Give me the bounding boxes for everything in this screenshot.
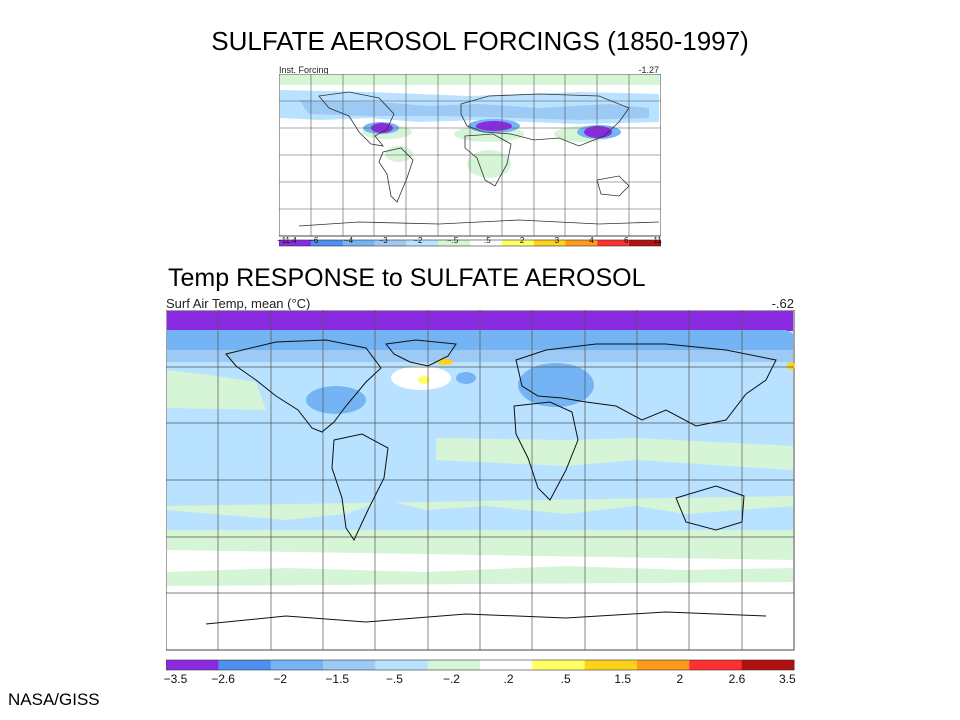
colorbar-tick-label: 6 [624, 236, 629, 245]
colorbar-swatch [532, 660, 586, 670]
colorbar-tick-label: −1.5 [325, 672, 350, 686]
colorbar-swatch [584, 660, 638, 670]
colorbar-tick-label: 4 [589, 236, 594, 245]
colorbar-tick-label: .5 [484, 236, 491, 245]
colorbar-swatch [741, 660, 795, 670]
colorbar-swatch [166, 660, 219, 670]
colorbar-tick-label: −4 [343, 236, 354, 245]
forcing-colorbar [279, 239, 661, 247]
forcing-colorbar-ticks: −11.4 −6 −4 −3 −2 −.5 .5 2 3 4 6 11 [277, 236, 662, 248]
colorbar-tick-label: −2 [413, 236, 423, 245]
credit-label: NASA/GISS [8, 690, 100, 709]
colorbar-tick-label: 11 [653, 236, 662, 245]
colorbar-swatch [323, 660, 376, 670]
temperature-map-canvas [166, 310, 795, 671]
colorbar-tick-label: .2 [503, 672, 514, 686]
colorbar-tick-label: −11.4 [277, 236, 297, 245]
colorbar-tick-label: −.2 [442, 672, 460, 686]
colorbar-swatch [438, 240, 471, 246]
temperature-map: Surf Air Temp, mean (°C) -.62 [163, 296, 796, 688]
colorbar-tick-label: −3 [378, 236, 388, 245]
colorbar-tick-label: 3 [554, 236, 560, 245]
colorbar-swatch [637, 660, 690, 670]
colorbar-swatch [480, 660, 533, 670]
forcing-map-global-mean: -1.27 [638, 65, 659, 75]
colorbar-swatch [533, 240, 566, 246]
colorbar-tick-label: 3.5 [778, 672, 796, 686]
colorbar-swatch [470, 240, 503, 246]
colorbar-swatch [597, 240, 630, 246]
colorbar-swatch [501, 240, 535, 246]
temperature-map-label: Surf Air Temp, mean (°C) [166, 296, 311, 311]
colorbar-swatch [279, 240, 312, 246]
temperature-colorbar [166, 659, 795, 671]
colorbar-swatch [689, 660, 743, 670]
colorbar-swatch [310, 240, 344, 246]
temperature-colorbar-ticks: −3.5 −2.6 −2 −1.5 −.5 −.2 .2 .5 1.5 2 2.6 3.5 [163, 672, 796, 688]
colorbar-swatch [218, 660, 272, 670]
colorbar-tick-label: 2 [519, 236, 525, 245]
slide-title-temp-response: Temp RESPONSE to SULFATE AEROSOL [168, 264, 646, 292]
colorbar-tick-label: −.5 [385, 672, 403, 686]
slide-title-forcings: SULFATE AEROSOL FORCINGS (1850-1997) [211, 26, 749, 56]
forcing-map-label: Inst. Forcing [279, 65, 329, 75]
colorbar-tick-label: .5 [560, 672, 571, 686]
colorbar-swatch [427, 660, 481, 670]
colorbar-swatch [374, 240, 407, 246]
colorbar-tick-label: −2.6 [211, 672, 235, 686]
colorbar-tick-label: −2 [273, 672, 288, 686]
forcing-map-canvas [279, 74, 661, 247]
colorbar-tick-label: 1.5 [614, 672, 632, 686]
colorbar-tick-label: 2.6 [728, 672, 746, 686]
colorbar-swatch [565, 240, 598, 246]
colorbar-tick-label: −6 [309, 236, 319, 245]
colorbar-tick-label: 2 [676, 672, 684, 686]
colorbar-swatch [629, 240, 661, 246]
colorbar-swatch [406, 240, 439, 246]
temperature-map-global-mean: -.62 [771, 296, 794, 311]
forcing-map: Inst. Forcing -1.27 [277, 62, 662, 248]
colorbar-tick-label: −.5 [446, 236, 459, 245]
colorbar-tick-label: −3.5 [163, 672, 188, 686]
colorbar-swatch [270, 660, 324, 670]
colorbar-swatch [342, 240, 375, 246]
colorbar-swatch [375, 660, 429, 670]
